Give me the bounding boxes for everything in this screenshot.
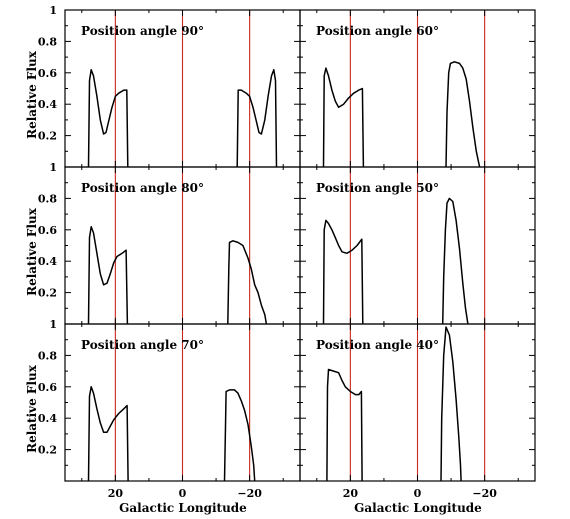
flux-profile-line	[223, 389, 256, 482]
y-axis-label-row-2: Relative Flux	[25, 207, 39, 296]
panel-5: Position angle 70°	[64, 323, 301, 482]
panel-title: Position angle 60°	[316, 24, 439, 38]
panel-title: Position angle 50°	[316, 181, 439, 195]
y-tick-label: 0.8	[38, 35, 57, 48]
flux-profile-line	[326, 368, 363, 482]
flux-profile-line	[87, 225, 129, 325]
flux-profile-line	[322, 67, 365, 168]
y-tick-label: 1	[49, 4, 57, 17]
y-axis-label-row-3: Relative Flux	[25, 364, 39, 453]
flux-profile-line	[440, 326, 462, 482]
flux-profile-line	[236, 68, 278, 168]
panel-2: Position angle 60°	[299, 9, 536, 168]
y-tick-label: 1	[49, 161, 57, 174]
flux-profile-line	[87, 386, 129, 482]
flux-profile-line	[227, 240, 268, 325]
panel-title: Position angle 90°	[81, 24, 204, 38]
y-tick-label: 0.2	[38, 444, 57, 457]
flux-profile-line	[441, 197, 469, 325]
panel-4: Position angle 50°	[299, 166, 536, 325]
panel-1: Position angle 90°	[64, 9, 301, 168]
y-tick-label: 0.4	[38, 255, 57, 268]
y-tick-label: 0.6	[38, 67, 57, 80]
flux-profile-line	[322, 219, 364, 325]
panel-6: Position angle 40°	[299, 323, 536, 482]
panel-title: Position angle 80°	[81, 181, 204, 195]
x-tick-label: 20	[108, 487, 124, 500]
panel-3: Position angle 80°	[64, 166, 301, 325]
x-axis-label-left: Galactic Longitude	[119, 501, 247, 515]
y-tick-label: 0.8	[38, 192, 57, 205]
x-tick-label: 20	[343, 487, 359, 500]
x-axis-label-right: Galactic Longitude	[354, 501, 482, 515]
flux-profile-line	[445, 61, 481, 168]
x-tick-label: −20	[472, 487, 497, 500]
x-tick-label: −20	[237, 487, 262, 500]
y-tick-label: 1	[49, 318, 57, 331]
panel-title: Position angle 40°	[316, 338, 439, 352]
panels-group: Position angle 90° Position angle 60° Posi…	[64, 9, 536, 482]
x-tick-label: 0	[414, 487, 422, 500]
y-tick-label: 0.6	[38, 224, 57, 237]
x-tick-label: 0	[179, 487, 187, 500]
y-tick-label: 0.2	[38, 130, 57, 143]
y-axis-label-row-1: Relative Flux	[25, 50, 39, 139]
x-tick-labels: 20 0 −20 20 0 −20	[108, 487, 498, 500]
y-tick-label: 0.4	[38, 98, 57, 111]
y-tick-label: 0.4	[38, 412, 57, 425]
panel-title: Position angle 70°	[81, 338, 204, 352]
flux-profile-line	[87, 68, 129, 168]
y-tick-label: 0.6	[38, 381, 57, 394]
y-tick-labels: 0.2 0.4 0.6 0.8 1 0.2 0.4 0.6 0.8 1 0.2 0.4 0.6 0.8 1	[38, 4, 57, 457]
y-tick-label: 0.8	[38, 349, 57, 362]
y-tick-label: 0.2	[38, 287, 57, 300]
